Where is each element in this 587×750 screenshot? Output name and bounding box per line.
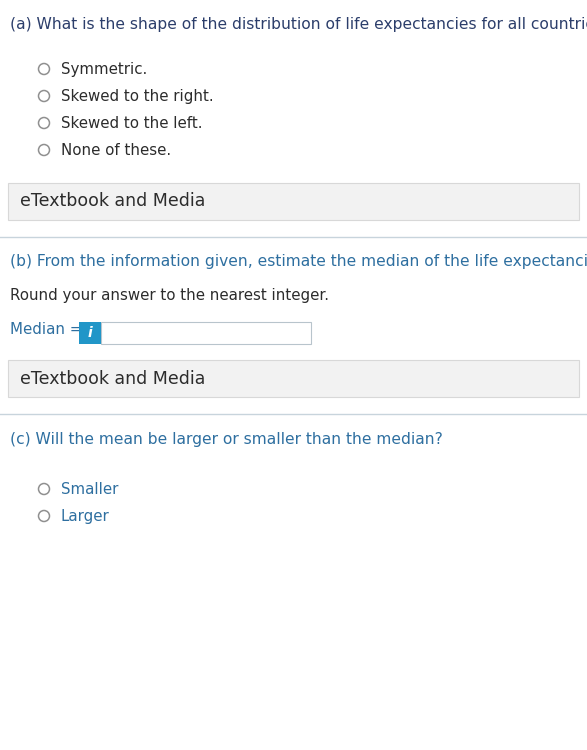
Text: (c) Will the mean be larger or smaller than the median?: (c) Will the mean be larger or smaller t…: [10, 432, 443, 447]
Text: Skewed to the left.: Skewed to the left.: [61, 116, 203, 131]
Text: (a) What is the shape of the distribution of life expectancies for all countries: (a) What is the shape of the distributio…: [10, 17, 587, 32]
FancyBboxPatch shape: [8, 360, 579, 397]
Text: (b) From the information given, estimate the median of the life expectancies.: (b) From the information given, estimate…: [10, 254, 587, 269]
Text: eTextbook and Media: eTextbook and Media: [20, 370, 205, 388]
Text: Smaller: Smaller: [61, 482, 119, 497]
Text: Skewed to the right.: Skewed to the right.: [61, 89, 214, 104]
FancyBboxPatch shape: [8, 183, 579, 220]
Text: Median =: Median =: [10, 322, 87, 337]
Text: eTextbook and Media: eTextbook and Media: [20, 193, 205, 211]
FancyBboxPatch shape: [79, 322, 101, 344]
Text: Symmetric.: Symmetric.: [61, 62, 147, 77]
FancyBboxPatch shape: [101, 322, 311, 344]
Text: Round your answer to the nearest integer.: Round your answer to the nearest integer…: [10, 288, 329, 303]
Text: Larger: Larger: [61, 509, 110, 524]
Text: None of these.: None of these.: [61, 143, 171, 158]
Text: i: i: [87, 326, 92, 340]
